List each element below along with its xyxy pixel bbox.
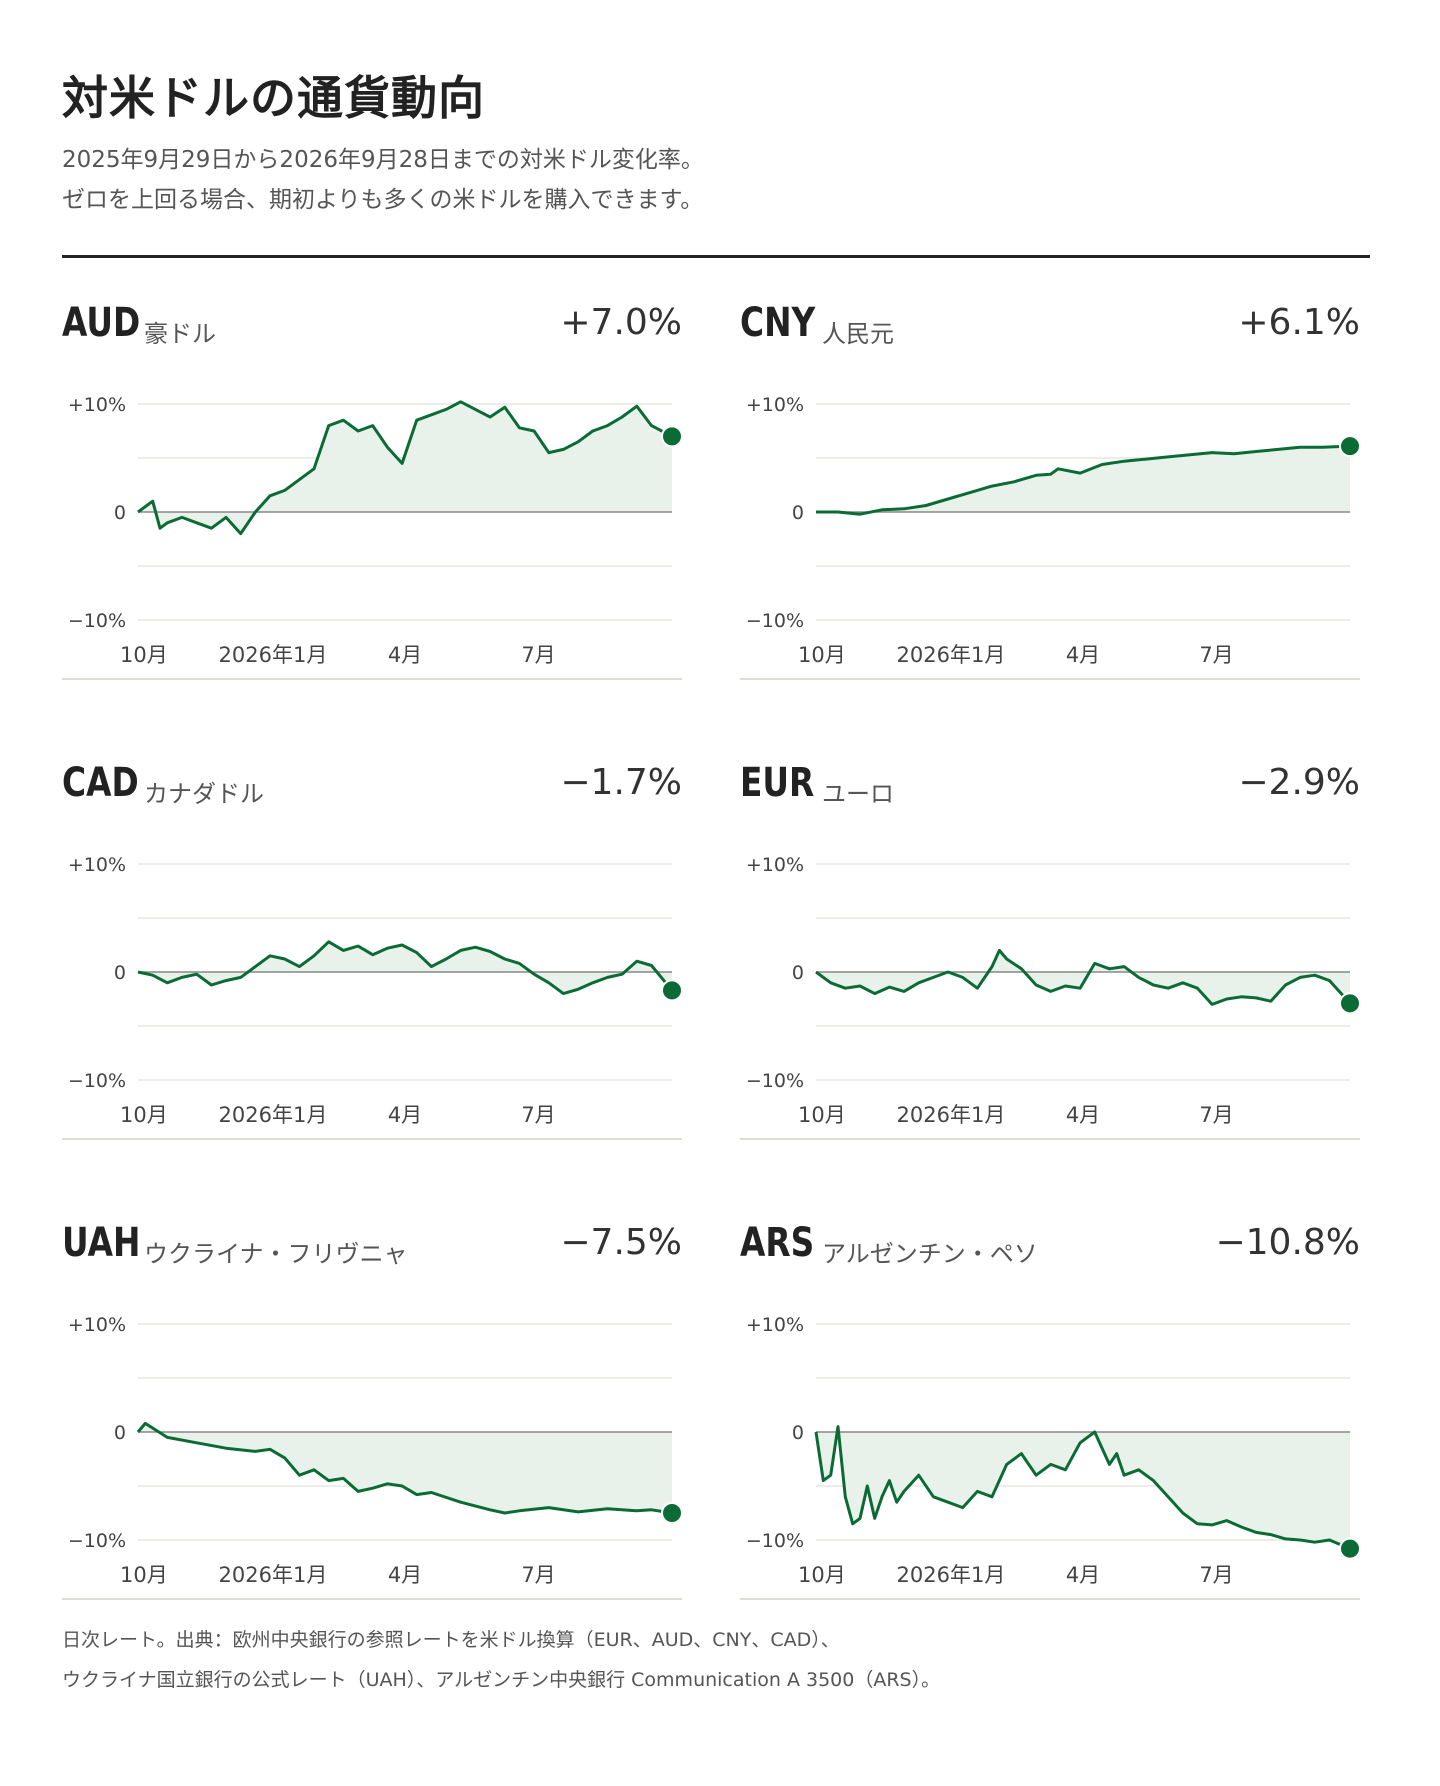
subtitle-line: 2025年9月29日から2026年9月28日までの対米ドル変化率。 (62, 147, 704, 173)
y-tick-label: 0 (114, 502, 126, 524)
y-tick-label: −10% (68, 1530, 126, 1552)
y-tick-label: 0 (792, 962, 804, 984)
line-chart-uah: +10% 0 −10% 10月 2026年1月 4月 7月 (62, 1314, 682, 1600)
currency-code: CAD (62, 760, 139, 806)
area-fill (138, 401, 672, 534)
currency-code: CNY (740, 300, 816, 346)
series-line (816, 444, 1351, 516)
x-tick-label: 10月 (798, 1563, 846, 1587)
panel-uah: UAH ウクライナ・フリヴニャ −7.5% +10% 0 −10% 10月 2026年1… (62, 1220, 682, 1675)
currency-name: 豪ドル (144, 320, 216, 348)
series-line (815, 948, 1352, 1006)
area-fill (816, 446, 1350, 515)
x-tick-label: 2026年1月 (897, 1103, 1006, 1127)
series-line (137, 940, 674, 996)
header-rule (62, 255, 1370, 258)
x-tick-label: 7月 (521, 1103, 555, 1127)
x-tick-label: 4月 (1066, 1103, 1100, 1127)
y-tick-label: 0 (792, 1422, 804, 1444)
x-tick-label: 2026年1月 (219, 1563, 328, 1587)
footnote-line: 日次レート。出典：欧州中央銀行の参照レートを米ドル換算（EUR、AUD、CNY、… (62, 1629, 840, 1651)
y-tick-label: +10% (68, 394, 126, 416)
line-chart-cad: +10% 0 −10% 10月 2026年1月 4月 7月 (62, 854, 682, 1140)
subtitle: 2025年9月29日から2026年9月28日までの対米ドル変化率。 ゼロを上回る… (62, 140, 704, 220)
panel-cad: CAD カナダドル −1.7% +10% 0 −10% 10月 2026年1月 4月 7月 (62, 760, 682, 1215)
y-tick-label: 0 (792, 502, 804, 524)
x-tick-label: 10月 (120, 643, 168, 667)
currency-code: ARS (740, 1220, 815, 1266)
currency-name: アルゼンチン・ペソ (822, 1240, 1038, 1268)
y-tick-label: −10% (68, 1070, 126, 1092)
end-point (1339, 992, 1360, 1015)
x-tick-label: 2026年1月 (897, 1563, 1006, 1587)
end-point (661, 425, 682, 448)
y-tick-label: −10% (746, 1070, 804, 1092)
currency-code: UAH (62, 1220, 141, 1266)
end-point (661, 1502, 682, 1524)
line-chart-eur: +10% 0 −10% 10月 2026年1月 4月 7月 (740, 854, 1360, 1140)
panel-ars: ARS アルゼンチン・ペソ −10.8% +10% 0 −10% 10月 2026年1月… (740, 1220, 1360, 1675)
currency-code: AUD (62, 300, 141, 346)
page-title: 対米ドルの通貨動向 (62, 71, 485, 125)
x-tick-label: 7月 (1199, 643, 1233, 667)
end-point (1339, 1537, 1360, 1560)
currency-name: カナダドル (144, 780, 264, 808)
change-value: +6.1% (1238, 302, 1360, 343)
y-tick-label: +10% (68, 854, 126, 876)
y-tick-label: 0 (114, 962, 126, 984)
y-tick-label: +10% (746, 1314, 804, 1336)
footnote-line: ウクライナ国立銀行の公式レート（UAH）、アルゼンチン中央銀行 Communic… (62, 1669, 941, 1691)
area-fill (138, 941, 672, 994)
y-tick-label: 0 (114, 1422, 126, 1444)
currency-name: ユーロ (822, 780, 894, 808)
series-line (136, 1421, 673, 1515)
change-value: −2.9% (1238, 762, 1360, 803)
area-fill (138, 1423, 672, 1513)
change-value: −7.5% (560, 1222, 682, 1263)
x-tick-label: 4月 (1066, 643, 1100, 667)
x-tick-label: 7月 (521, 1563, 555, 1587)
x-tick-label: 2026年1月 (219, 1103, 328, 1127)
currency-code: EUR (740, 760, 815, 806)
series-line (137, 400, 673, 536)
x-tick-label: 4月 (1066, 1563, 1100, 1587)
x-tick-label: 4月 (388, 1563, 422, 1587)
x-tick-label: 7月 (521, 643, 555, 667)
y-tick-label: +10% (68, 1314, 126, 1336)
y-tick-label: −10% (68, 610, 126, 632)
subtitle-line: ゼロを上回る場合、期初よりも多くの米ドルを購入できます。 (62, 187, 704, 213)
series-line (814, 1425, 1351, 1550)
y-tick-label: +10% (746, 854, 804, 876)
panel-eur: EUR ユーロ −2.9% +10% 0 −10% 10月 2026年1月 4月 7月 (740, 760, 1360, 1215)
end-point (1339, 435, 1360, 458)
x-tick-label: 10月 (798, 643, 846, 667)
area-fill (816, 1426, 1350, 1549)
line-chart-aud: +10% 0 −10% 10月 2026年1月 4月 7月 (62, 394, 682, 680)
currency-name: 人民元 (822, 320, 894, 348)
x-tick-label: 2026年1月 (219, 643, 328, 667)
panel-cny: CNY 人民元 +6.1% +10% 0 −10% 10月 2026年1月 4月 7月 (740, 300, 1360, 755)
y-tick-label: −10% (746, 1530, 804, 1552)
panel-aud: AUD 豪ドル +7.0% +10% 0 −10% 10月 2026年1月 4月 7月 (62, 300, 682, 755)
x-tick-label: 7月 (1199, 1103, 1233, 1127)
footnote: 日次レート。出典：欧州中央銀行の参照レートを米ドル換算（EUR、AUD、CNY、… (62, 1620, 940, 1700)
line-chart-ars: +10% 0 −10% 10月 2026年1月 4月 7月 (740, 1314, 1360, 1600)
y-tick-label: −10% (746, 610, 804, 632)
x-tick-label: 7月 (1199, 1563, 1233, 1587)
change-value: −10.8% (1215, 1222, 1360, 1263)
change-value: +7.0% (560, 302, 682, 343)
area-fill (816, 950, 1350, 1005)
end-point (661, 979, 682, 1002)
x-tick-label: 10月 (120, 1103, 168, 1127)
line-chart-cny: +10% 0 −10% 10月 2026年1月 4月 7月 (740, 394, 1360, 680)
y-tick-label: +10% (746, 394, 804, 416)
change-value: −1.7% (560, 762, 682, 803)
x-tick-label: 4月 (388, 1103, 422, 1127)
x-tick-label: 4月 (388, 643, 422, 667)
currency-name: ウクライナ・フリヴニャ (144, 1240, 408, 1268)
x-tick-label: 10月 (798, 1103, 846, 1127)
x-tick-label: 2026年1月 (897, 643, 1006, 667)
x-tick-label: 10月 (120, 1563, 168, 1587)
